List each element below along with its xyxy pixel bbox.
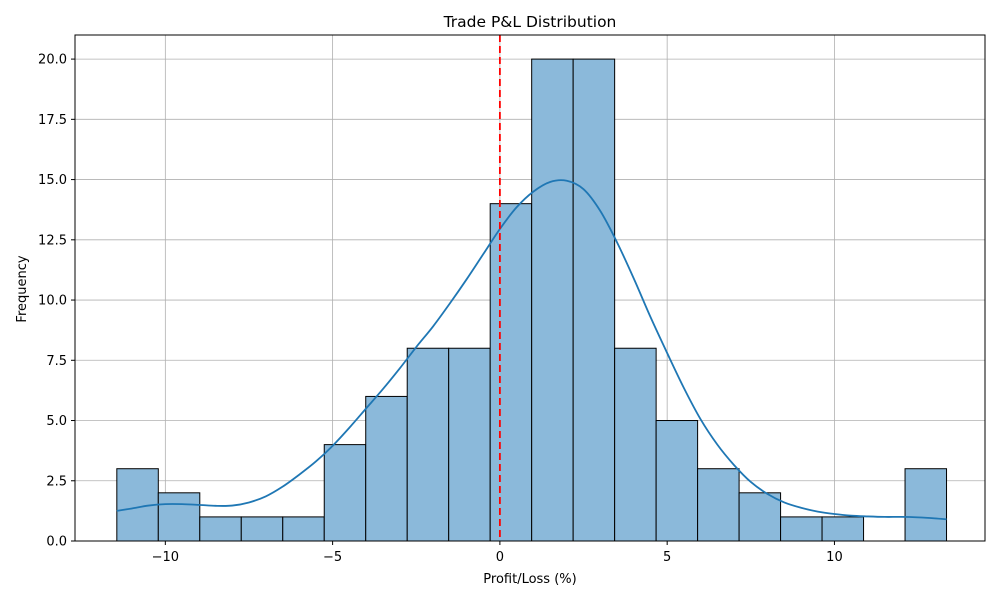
histogram-bar xyxy=(448,347,491,542)
x-tick-label: −10 xyxy=(152,550,179,565)
histogram-bar xyxy=(240,516,284,542)
histogram-bar xyxy=(323,444,367,542)
y-tick-label: 10.0 xyxy=(38,294,67,309)
x-tick-label: 5 xyxy=(663,550,671,565)
chart-title: Trade P&L Distribution xyxy=(443,13,617,31)
x-tick-label: 10 xyxy=(826,550,843,565)
y-tick-label: 2.5 xyxy=(46,474,67,489)
y-axis-label: Frequency xyxy=(15,255,30,322)
histogram-bar xyxy=(199,516,242,542)
histogram-bar xyxy=(655,420,699,542)
x-axis-label: Profit/Loss (%) xyxy=(483,572,576,587)
histogram-bar xyxy=(282,516,325,542)
histogram-bars xyxy=(116,58,948,542)
axes xyxy=(74,34,986,542)
ticks: −10 −5 0 5 10 0.0 2.5 5.0 7.5 10.0 12.5 15.0 17.5 20.… xyxy=(38,53,843,565)
y-tick-label: 7.5 xyxy=(46,354,67,369)
histogram-bar xyxy=(614,347,657,542)
histogram-bar xyxy=(738,492,782,542)
y-tick-label: 12.5 xyxy=(38,233,67,248)
histogram-bar xyxy=(572,58,616,542)
x-tick-label: −5 xyxy=(323,550,342,565)
histogram-bar xyxy=(157,492,201,542)
y-tick-label: 15.0 xyxy=(38,173,67,188)
histogram-bar xyxy=(904,468,948,542)
plot-frame xyxy=(74,34,986,542)
x-tick-label: 0 xyxy=(496,550,504,565)
y-tick-label: 0.0 xyxy=(46,535,67,550)
histogram-bar xyxy=(406,347,450,542)
kde-line xyxy=(116,179,947,521)
histogram-bar xyxy=(531,58,574,542)
histogram-bar xyxy=(365,395,408,542)
y-tick-label: 17.5 xyxy=(38,113,67,128)
histogram-bar xyxy=(697,468,740,542)
histogram-bar xyxy=(821,516,865,542)
kde-curve-group xyxy=(116,179,947,521)
y-tick-label: 5.0 xyxy=(46,414,67,429)
histogram-bar xyxy=(780,516,823,542)
y-tick-label: 20.0 xyxy=(38,53,67,68)
histogram-bar xyxy=(489,203,533,542)
